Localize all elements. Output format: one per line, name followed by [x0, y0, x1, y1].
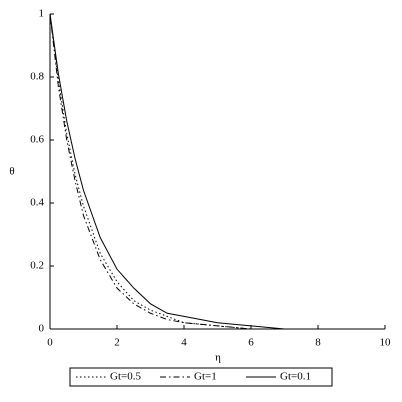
y-tick-label: 0 [39, 323, 45, 335]
y-tick-label: 0.6 [30, 134, 44, 146]
x-tick-label: 4 [181, 337, 187, 349]
data-line [49, 13, 285, 330]
y-tick-label: 1 [39, 8, 45, 20]
x-axis-label: η [215, 352, 221, 364]
legend-box [69, 367, 333, 387]
data-line [49, 13, 318, 330]
data-line [49, 13, 285, 330]
x-tick-label: 10 [380, 337, 392, 349]
y-tick-label: 0.2 [30, 260, 44, 272]
y-tick-label: 0.8 [30, 71, 44, 83]
legend-label: Gt=1 [194, 371, 217, 383]
x-tick-label: 2 [114, 337, 120, 349]
x-tick-label: 8 [315, 337, 321, 349]
legend-label: Gt=0.5 [110, 371, 141, 383]
y-axis-label: θ [9, 166, 14, 178]
x-tick-label: 0 [47, 337, 53, 349]
x-tick-label: 6 [248, 337, 254, 349]
y-tick-label: 0.4 [30, 197, 44, 209]
legend-label: Gt=0.1 [280, 371, 311, 383]
